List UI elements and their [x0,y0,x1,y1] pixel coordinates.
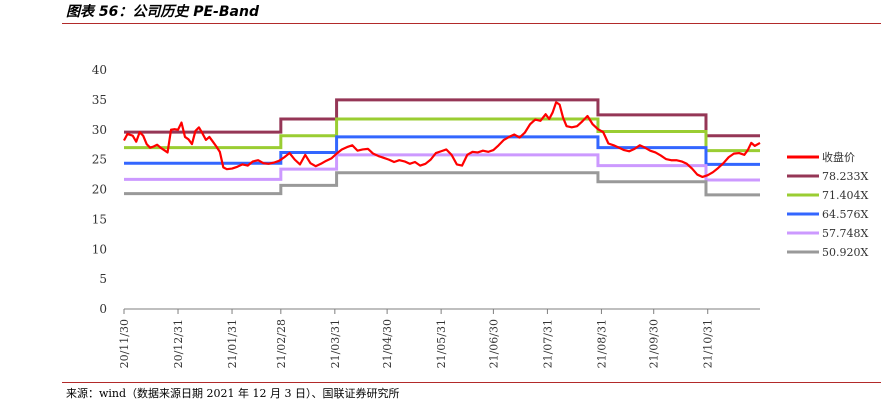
price-line [123,101,761,179]
y-tick-label: 25 [92,153,107,167]
source-divider [62,382,881,383]
pe-band-line-5 [124,171,760,197]
source-note: 来源：wind（数据来源日期 2021 年 12 月 3 日）、国联证券研究所 [66,387,400,400]
x-tick-label: 21/04/30 [381,319,394,368]
x-tick-label: 20/11/30 [118,319,131,368]
legend-label: 78.233X [822,170,868,183]
y-tick-label: 20 [92,183,107,197]
y-tick-label: 5 [99,272,107,286]
y-tick-label: 30 [92,123,107,137]
pe-band-line-2 [124,117,760,153]
title-divider [62,23,881,24]
legend-label: 64.576X [822,208,868,221]
legend-label: 57.748X [822,227,868,240]
x-tick-label: 20/12/31 [172,319,185,368]
chart-axes: 0 5 10 15 20 25 30 35 40 20/11/30 20/12/31 21/01/31… [92,63,760,368]
pe-band-lines [124,98,760,197]
x-tick-label: 21/07/31 [541,319,554,368]
x-tick-label: 21/03/31 [329,319,342,368]
y-tick-label: 15 [92,212,107,226]
figure-title: 图表 56：公司历史 PE-Band [66,4,259,20]
x-tick-label: 21/10/31 [702,319,715,368]
x-tick-label: 21/08/31 [595,319,608,368]
y-tick-label: 35 [92,93,107,107]
price-line-group [123,101,761,179]
legend-label: 71.404X [822,189,868,202]
x-tick-label: 21/05/31 [435,319,448,368]
x-tick-label: 21/02/28 [275,319,288,368]
legend-label: 收盘价 [822,150,855,164]
y-tick-label: 10 [92,242,107,256]
y-tick-label: 0 [99,302,107,316]
chart-legend: 收盘价 78.233X 71.404X 64.576X 57.748X 50.920X [787,150,868,259]
pe-band-line-1 [124,98,760,138]
x-tick-label: 21/06/30 [487,319,500,368]
y-tick-label: 40 [92,63,107,77]
pe-band-line-3 [124,135,760,166]
legend-label: 50.920X [822,246,868,259]
x-tick-label: 21/09/30 [648,319,661,368]
x-tick-label: 21/01/31 [226,319,239,368]
